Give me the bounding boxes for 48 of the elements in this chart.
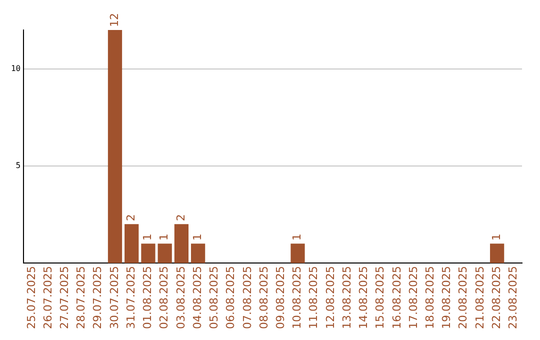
data-label: 1 — [190, 234, 204, 241]
x-tick-label: 23.08.2025 — [506, 266, 520, 330]
bar — [108, 30, 122, 264]
x-tick-label: 28.07.2025 — [74, 266, 88, 330]
x-tick-label: 11.08.2025 — [307, 266, 320, 330]
data-label: 12 — [108, 13, 121, 27]
x-tick-label: 22.08.2025 — [490, 266, 503, 330]
data-label: 2 — [174, 214, 188, 222]
x-tick-label: 04.08.2025 — [190, 266, 204, 330]
data-label: 1 — [490, 234, 503, 241]
x-tick-label: 26.07.2025 — [41, 266, 54, 330]
x-tick-label: 07.08.2025 — [240, 266, 254, 330]
x-tick-label: 17.08.2025 — [406, 266, 420, 330]
x-tick-label: 01.08.2025 — [141, 266, 154, 330]
data-label: 1 — [141, 234, 154, 241]
x-tick-label: 29.07.2025 — [91, 266, 104, 330]
x-tick-label: 05.08.2025 — [208, 266, 221, 330]
bar — [174, 224, 189, 264]
x-tick-label: 21.08.2025 — [473, 266, 486, 330]
x-tick-label: 25.07.2025 — [24, 266, 38, 330]
x-tick-label: 02.08.2025 — [158, 266, 171, 330]
x-tick-label: 19.08.2025 — [440, 266, 454, 330]
x-tick-label: 20.08.2025 — [456, 266, 470, 330]
x-tick-label: 10.08.2025 — [290, 266, 304, 330]
data-label: 1 — [158, 234, 171, 241]
bar — [490, 244, 504, 264]
data-label: 1 — [290, 234, 304, 241]
bar — [290, 244, 305, 264]
x-tick-label: 15.08.2025 — [374, 266, 387, 330]
x-tick-label: 16.08.2025 — [390, 266, 404, 330]
x-tick-label: 14.08.2025 — [357, 266, 370, 330]
bar — [158, 244, 172, 264]
x-tick-label: 31.07.2025 — [124, 266, 138, 330]
bar — [191, 244, 206, 264]
data-label: 2 — [124, 214, 138, 222]
x-tick-label: 30.07.2025 — [108, 266, 121, 330]
bar — [124, 224, 139, 264]
x-tick-label: 13.08.2025 — [340, 266, 354, 330]
bar — [141, 244, 156, 264]
x-tick-label: 08.08.2025 — [257, 266, 270, 330]
x-tick-label: 03.08.2025 — [174, 266, 188, 330]
x-tick-label: 09.08.2025 — [274, 266, 287, 330]
y-tick-label: 5 — [16, 161, 21, 170]
x-tick-label: 18.08.2025 — [423, 266, 436, 330]
x-tick-label: 12.08.2025 — [324, 266, 337, 330]
x-tick-label: 06.08.2025 — [224, 266, 238, 330]
x-tick-label: 27.07.2025 — [58, 266, 72, 330]
y-tick-label: 10 — [10, 64, 21, 73]
